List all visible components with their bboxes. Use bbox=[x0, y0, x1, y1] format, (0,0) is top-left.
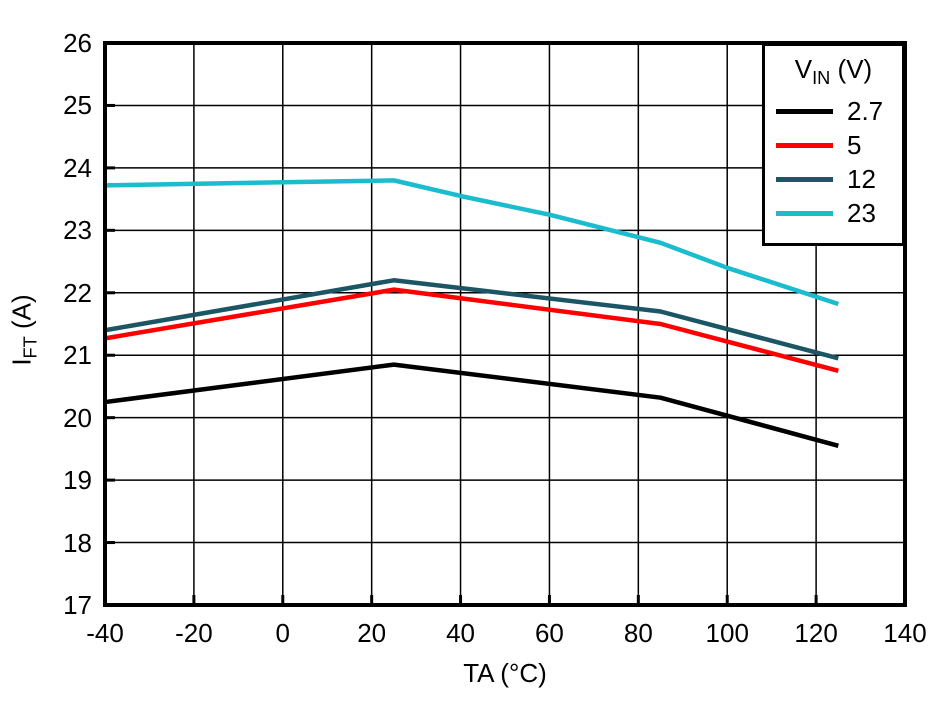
x-tick-label-80: 80 bbox=[623, 618, 653, 648]
series-line-23 bbox=[104, 178, 840, 307]
x-tick-label-140: 140 bbox=[883, 618, 927, 648]
legend-title-unit: (V) bbox=[830, 54, 873, 84]
legend: VIN (V) 2.7 5 12 23 bbox=[762, 43, 905, 246]
x-tick-label-20: 20 bbox=[357, 618, 387, 648]
y-tick-label-22: 22 bbox=[63, 277, 92, 308]
plot-border bbox=[103, 41, 907, 607]
legend-item-23: 23 bbox=[765, 196, 902, 230]
x-tick-label-120: 120 bbox=[794, 618, 838, 648]
x-tick-label-60: 60 bbox=[534, 618, 564, 648]
legend-swatch-2.7 bbox=[776, 108, 833, 114]
legend-title: VIN (V) bbox=[765, 54, 902, 94]
y-tick-label-24: 24 bbox=[63, 152, 92, 183]
y-tick-label-23: 23 bbox=[63, 215, 92, 246]
legend-title-main: V bbox=[794, 54, 813, 84]
y-tick-label-20: 20 bbox=[63, 402, 92, 433]
series-line-5 bbox=[104, 287, 839, 374]
y-tick-label-26: 26 bbox=[63, 28, 92, 58]
legend-title-subscript: IN bbox=[812, 68, 831, 89]
y-tick-label-19: 19 bbox=[63, 465, 92, 496]
x-tick-label--20: -20 bbox=[175, 618, 213, 648]
x-tick-label-100: 100 bbox=[705, 618, 749, 648]
legend-label-23: 23 bbox=[847, 198, 876, 228]
x-tick-label-0: 0 bbox=[275, 618, 290, 648]
x-axis-title: TA (°C) bbox=[463, 658, 547, 688]
y-tick-label-25: 25 bbox=[63, 90, 92, 121]
legend-label-5: 5 bbox=[847, 130, 862, 160]
legend-swatch-23 bbox=[776, 210, 833, 216]
x-tick-label-40: 40 bbox=[446, 618, 476, 648]
legend-swatch-5 bbox=[776, 142, 833, 148]
x-tick-label--40: -40 bbox=[86, 618, 124, 648]
series-line-12 bbox=[104, 278, 839, 361]
y-tick-label-17: 17 bbox=[63, 590, 92, 620]
y-tick-label-18: 18 bbox=[63, 527, 92, 558]
series-line-2.7 bbox=[104, 362, 839, 448]
legend-swatch-12 bbox=[776, 176, 833, 182]
legend-item-12: 12 bbox=[765, 162, 902, 196]
legend-label-12: 12 bbox=[847, 164, 876, 194]
legend-item-2.7: 2.7 bbox=[765, 94, 902, 128]
y-tick-label-21: 21 bbox=[63, 340, 92, 371]
legend-items: 2.7 5 12 23 bbox=[765, 94, 902, 230]
legend-item-5: 5 bbox=[765, 128, 902, 162]
legend-label-2.7: 2.7 bbox=[847, 96, 884, 126]
